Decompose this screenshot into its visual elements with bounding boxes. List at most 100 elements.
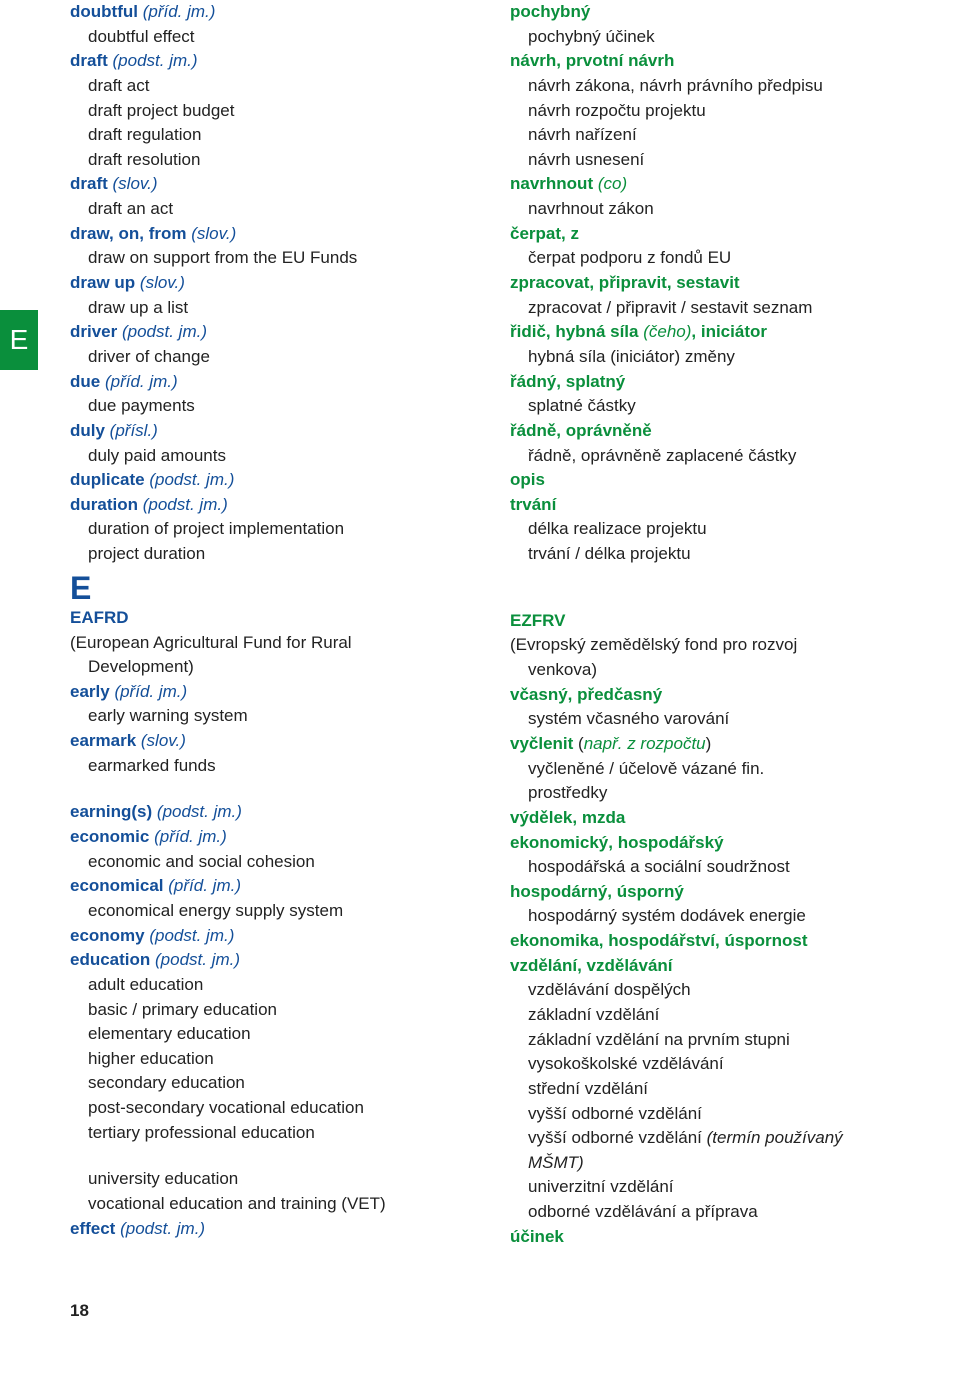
dictionary-page: doubtful (příd. jm.)doubtful effectdraft… [0, 0, 960, 1279]
dictionary-line: návrh zákona, návrh právního předpisu [510, 74, 920, 99]
dictionary-line: vysokoškolské vzdělávání [510, 1052, 920, 1077]
dictionary-line: řádně, oprávněně zaplacené částky [510, 444, 920, 469]
dictionary-line: draw up a list [70, 296, 480, 321]
dictionary-line: (Evropský zemědělský fond pro rozvoj [510, 633, 920, 658]
dictionary-line: navrhnout (co) [510, 172, 920, 197]
dictionary-line: duly (přísl.) [70, 419, 480, 444]
dictionary-line: hospodárný systém dodávek energie [510, 904, 920, 929]
dictionary-line: pochybný [510, 0, 920, 25]
dictionary-line: odborné vzdělávání a příprava [510, 1200, 920, 1225]
dictionary-line: due (příd. jm.) [70, 370, 480, 395]
dictionary-line: doubtful (příd. jm.) [70, 0, 480, 25]
dictionary-line: duly paid amounts [70, 444, 480, 469]
dictionary-line: návrh rozpočtu projektu [510, 99, 920, 124]
dictionary-line: univerzitní vzdělání [510, 1175, 920, 1200]
dictionary-line: vyčlenit (např. z rozpočtu) [510, 732, 920, 757]
dictionary-line: earmarked funds [70, 754, 480, 779]
dictionary-line: návrh nařízení [510, 123, 920, 148]
dictionary-line: hospodářská a sociální soudržnost [510, 855, 920, 880]
dictionary-line: střední vzdělání [510, 1077, 920, 1102]
dictionary-line: zpracovat / připravit / sestavit seznam [510, 296, 920, 321]
dictionary-line: návrh, prvotní návrh [510, 49, 920, 74]
dictionary-line: výdělek, mzda [510, 806, 920, 831]
dictionary-line: návrh usnesení [510, 148, 920, 173]
dictionary-line: secondary education [70, 1071, 480, 1096]
dictionary-line: vzdělávání dospělých [510, 978, 920, 1003]
dictionary-line: effect (podst. jm.) [70, 1217, 480, 1242]
dictionary-line: university education [70, 1167, 480, 1192]
dictionary-line: EAFRD [70, 606, 480, 631]
dictionary-line: trvání [510, 493, 920, 518]
dictionary-line: základní vzdělání na prvním stupni [510, 1028, 920, 1053]
dictionary-line: čerpat, z [510, 222, 920, 247]
dictionary-line: earmark (slov.) [70, 729, 480, 754]
dictionary-line: základní vzdělání [510, 1003, 920, 1028]
section-letter: E [70, 571, 480, 606]
dictionary-line: draft (podst. jm.) [70, 49, 480, 74]
dictionary-line: tertiary professional education [70, 1121, 480, 1146]
dictionary-line: ekonomika, hospodářství, úspornost [510, 929, 920, 954]
left-column: doubtful (příd. jm.)doubtful effectdraft… [70, 0, 480, 1249]
section-tab: E [0, 310, 38, 370]
dictionary-line: draft resolution [70, 148, 480, 173]
dictionary-line: hybná síla (iniciátor) změny [510, 345, 920, 370]
dictionary-line: early warning system [70, 704, 480, 729]
dictionary-line: economy (podst. jm.) [70, 924, 480, 949]
dictionary-line: duration of project implementation [70, 517, 480, 542]
dictionary-line: vyčleněné / účelově vázané fin. [510, 757, 920, 782]
dictionary-line: vyšší odborné vzdělání [510, 1102, 920, 1127]
dictionary-line: basic / primary education [70, 998, 480, 1023]
dictionary-line: elementary education [70, 1022, 480, 1047]
dictionary-line: vocational education and training (VET) [70, 1192, 480, 1217]
dictionary-line: čerpat podporu z fondů EU [510, 246, 920, 271]
dictionary-line: economical energy supply system [70, 899, 480, 924]
dictionary-line: duplicate (podst. jm.) [70, 468, 480, 493]
dictionary-line: účinek [510, 1225, 920, 1250]
dictionary-line: včasný, předčasný [510, 683, 920, 708]
dictionary-line: (European Agricultural Fund for Rural [70, 631, 480, 656]
dictionary-line: project duration [70, 542, 480, 567]
dictionary-line: Development) [70, 655, 480, 680]
dictionary-line: opis [510, 468, 920, 493]
dictionary-line: řádný, splatný [510, 370, 920, 395]
dictionary-line: driver (podst. jm.) [70, 320, 480, 345]
dictionary-line: vyšší odborné vzdělání (termín používaný [510, 1126, 920, 1151]
dictionary-line: splatné částky [510, 394, 920, 419]
dictionary-line: draw on support from the EU Funds [70, 246, 480, 271]
dictionary-line: délka realizace projektu [510, 517, 920, 542]
page-number: 18 [0, 1279, 960, 1324]
dictionary-line: duration (podst. jm.) [70, 493, 480, 518]
dictionary-line: navrhnout zákon [510, 197, 920, 222]
dictionary-line: EZFRV [510, 609, 920, 634]
dictionary-line: řidič, hybná síla (čeho), iniciátor [510, 320, 920, 345]
dictionary-line: economic and social cohesion [70, 850, 480, 875]
dictionary-line: adult education [70, 973, 480, 998]
dictionary-line: higher education [70, 1047, 480, 1072]
dictionary-line: doubtful effect [70, 25, 480, 50]
dictionary-line: early (příd. jm.) [70, 680, 480, 705]
dictionary-line: vzdělání, vzdělávání [510, 954, 920, 979]
dictionary-line: education (podst. jm.) [70, 948, 480, 973]
dictionary-line: due payments [70, 394, 480, 419]
dictionary-line: draft (slov.) [70, 172, 480, 197]
dictionary-line: draft regulation [70, 123, 480, 148]
dictionary-line: MŠMT) [510, 1151, 920, 1176]
dictionary-line: zpracovat, připravit, sestavit [510, 271, 920, 296]
dictionary-line: pochybný účinek [510, 25, 920, 50]
dictionary-line: draft project budget [70, 99, 480, 124]
dictionary-line: venkova) [510, 658, 920, 683]
dictionary-line: earning(s) (podst. jm.) [70, 800, 480, 825]
dictionary-line: ekonomický, hospodářský [510, 831, 920, 856]
dictionary-line: prostředky [510, 781, 920, 806]
dictionary-line: post-secondary vocational education [70, 1096, 480, 1121]
dictionary-line: systém včasného varování [510, 707, 920, 732]
dictionary-line: draw up (slov.) [70, 271, 480, 296]
dictionary-line: economic (příd. jm.) [70, 825, 480, 850]
dictionary-line: draft an act [70, 197, 480, 222]
dictionary-line: hospodárný, úsporný [510, 880, 920, 905]
dictionary-line: draw, on, from (slov.) [70, 222, 480, 247]
section-tab-letter: E [10, 320, 29, 361]
dictionary-line: driver of change [70, 345, 480, 370]
dictionary-line: draft act [70, 74, 480, 99]
dictionary-line: economical (příd. jm.) [70, 874, 480, 899]
